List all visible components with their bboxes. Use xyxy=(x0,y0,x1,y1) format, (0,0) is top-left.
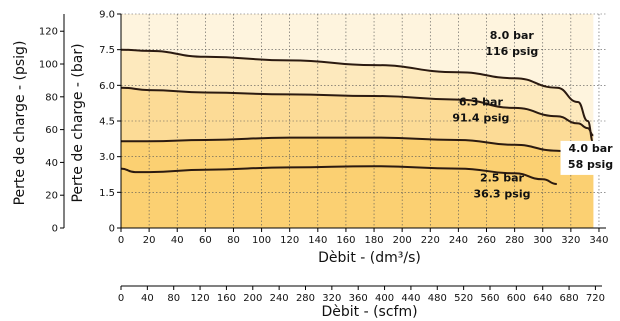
series-label-bar: 6.3 bar xyxy=(459,96,504,109)
y-tick-label-bar: 7.5 xyxy=(99,45,115,56)
x-tick-label: 260 xyxy=(477,235,496,246)
series-label-psig: 58 psig xyxy=(568,158,613,171)
series-labels: 8.0 bar 116 psig 6.3 bar 91.4 psig 4.0 bar 58… xyxy=(452,29,619,201)
y-axis-title-psig: Perte de charge - (psig) xyxy=(12,41,28,206)
x-tick-label: 180 xyxy=(364,235,383,246)
x-tick-label: 40 xyxy=(171,235,184,246)
y-tick-label-psig: 100 xyxy=(39,60,58,71)
y-tick-label-psig: 120 xyxy=(39,27,58,38)
y-tick-label-bar: 9.0 xyxy=(99,10,115,21)
y-tick-label-psig: 0 xyxy=(52,224,58,235)
x-tick-label: 220 xyxy=(421,235,440,246)
y-tick-label-bar: 3.0 xyxy=(99,152,115,163)
grid xyxy=(121,13,606,228)
y-tick-label-bar: 0 xyxy=(109,224,115,235)
series-line xyxy=(120,165,557,185)
x2-tick-label: 80 xyxy=(167,293,180,304)
x2-tick-label: 640 xyxy=(533,293,552,304)
x2-tick-label: 240 xyxy=(270,293,289,304)
x2-tick-label: 440 xyxy=(401,293,420,304)
x2-tick-label: 560 xyxy=(480,293,499,304)
band-4 xyxy=(121,166,557,228)
x2-tick-label: 600 xyxy=(507,293,526,304)
x2-tick-label: 680 xyxy=(560,293,579,304)
y-axis-title-bar: Perte de charge - (bar) xyxy=(70,43,86,202)
y-tick-label-bar: 4.5 xyxy=(99,117,115,128)
x-tick-label: 300 xyxy=(533,235,552,246)
x-tick-label: 240 xyxy=(449,235,468,246)
x2-tick-label: 320 xyxy=(322,293,341,304)
x-tick-label: 280 xyxy=(505,235,524,246)
x2-tick-label: 480 xyxy=(428,293,447,304)
x2-tick-label: 280 xyxy=(296,293,315,304)
y-tick-label-psig: 80 xyxy=(45,92,58,103)
x2-tick-label: 160 xyxy=(217,293,236,304)
x-tick-label: 20 xyxy=(143,235,156,246)
y-tick-label-psig: 60 xyxy=(45,125,58,136)
axes: 0 1.5 3.0 4.5 6.0 7.5 9.0 0 20 40 60 80 100 120 Perte … xyxy=(12,10,609,321)
series-label-psig: 36.3 psig xyxy=(473,188,530,201)
x2-tick-label: 40 xyxy=(141,293,154,304)
x-tick-label: 80 xyxy=(227,235,240,246)
series-label-bar: 4.0 bar xyxy=(569,142,614,155)
series-label-psig: 116 psig xyxy=(485,45,538,58)
series-label-box xyxy=(560,140,619,175)
x-tick-label: 160 xyxy=(336,235,355,246)
series-line xyxy=(120,86,594,137)
series-label-bar: 2.5 bar xyxy=(480,172,525,185)
y-tick-label-bar: 6.0 xyxy=(99,81,115,92)
series-line xyxy=(120,48,595,144)
series-label-bar: 8.0 bar xyxy=(490,29,535,42)
series-label-psig: 91.4 psig xyxy=(452,112,509,125)
x-tick-label: 100 xyxy=(252,235,271,246)
x2-axis-title: Dèbit - (scfm) xyxy=(321,304,417,320)
series-curves xyxy=(120,48,600,185)
x-tick-label: 60 xyxy=(199,235,212,246)
x2-tick-label: 120 xyxy=(191,293,210,304)
y-tick-label-psig: 40 xyxy=(45,158,58,169)
x-tick-label: 0 xyxy=(118,235,124,246)
x2-tick-label: 0 xyxy=(118,293,124,304)
x-tick-label: 320 xyxy=(561,235,580,246)
x2-tick-label: 520 xyxy=(454,293,473,304)
x-tick-label: 200 xyxy=(393,235,412,246)
y-tick-label-psig: 20 xyxy=(45,191,58,202)
x2-tick-label: 720 xyxy=(586,293,605,304)
x-axis-title: Dèbit - (dm³/s) xyxy=(318,250,421,266)
x2-tick-label: 360 xyxy=(349,293,368,304)
x-tick-label: 120 xyxy=(280,235,299,246)
y-tick-label-bar: 1.5 xyxy=(99,188,115,199)
x2-tick-label: 200 xyxy=(243,293,262,304)
x2-tick-label: 400 xyxy=(375,293,394,304)
x-tick-label: 140 xyxy=(308,235,327,246)
x-tick-label: 340 xyxy=(589,235,608,246)
